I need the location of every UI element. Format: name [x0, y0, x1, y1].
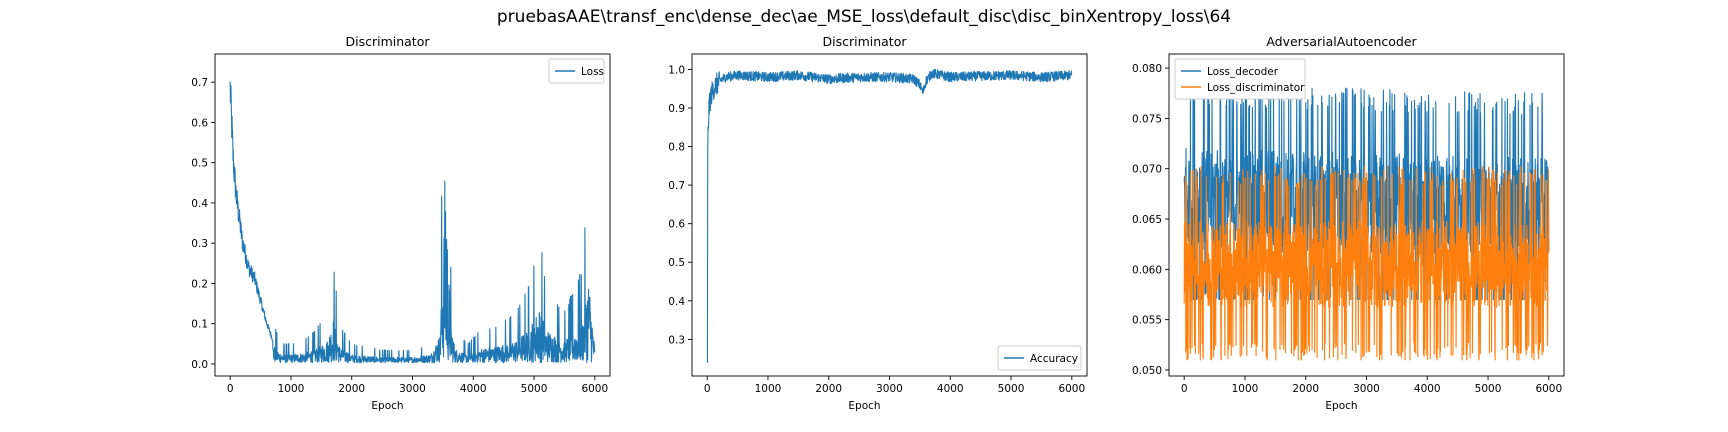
series-line-loss [229, 81, 596, 364]
x-axis-label: Epoch [848, 400, 880, 412]
legend-label: Accuracy [1030, 353, 1078, 365]
y-tick-label: 0.3 [191, 238, 208, 250]
x-tick-label: 6000 [581, 383, 608, 395]
y-tick-label: 0.050 [1132, 365, 1162, 377]
x-tick-label: 0 [227, 383, 234, 395]
plot-area: 0 1000 2000 3000 4000 5000 6000 0.3 0.4 0.5 0.6 0.7… [668, 53, 1088, 395]
discriminator-loss-panel: Discriminator Epoch 0 1000 2000 3000 4000 500… [191, 34, 611, 412]
plot-background [215, 54, 610, 376]
y-tick-label: 0.075 [1132, 113, 1162, 125]
y-tick-label: 0.080 [1132, 63, 1162, 75]
y-tick-label: 0.070 [1132, 164, 1162, 176]
x-tick-label: 0 [704, 383, 711, 395]
y-tick-label: 0.1 [191, 319, 208, 331]
x-axis-label: Epoch [371, 400, 403, 412]
plot-background [692, 54, 1087, 376]
legend: Accuracy [997, 345, 1082, 371]
x-tick-label: 3000 [1353, 383, 1380, 395]
x-tick-label: 2000 [338, 383, 365, 395]
legend: Loss_decoder Loss_discriminator [1174, 58, 1306, 100]
legend-label: Loss_discriminator [1207, 82, 1305, 94]
y-tick-label: 0.7 [191, 77, 208, 89]
plot-area: 0 1000 2000 3000 4000 5000 6000 0.0 0.1 0.2 0.3 0.4… [191, 53, 611, 395]
x-tick-label: 5000 [521, 383, 548, 395]
series-line-accuracy [706, 68, 1073, 364]
x-tick-label: 3000 [399, 383, 426, 395]
x-tick-label: 1000 [1232, 383, 1259, 395]
y-tick-label: 0.055 [1132, 315, 1162, 327]
x-tick-label: 4000 [460, 383, 487, 395]
discriminator-accuracy-panel: Discriminator Epoch 0 1000 2000 3000 4000 500… [668, 34, 1088, 412]
panel-title: AdversarialAutoencoder [1266, 34, 1417, 49]
x-tick-label: 3000 [876, 383, 903, 395]
panel-title: Discriminator [822, 34, 907, 49]
x-tick-label: 6000 [1058, 383, 1085, 395]
y-tick-label: 0.9 [668, 103, 685, 115]
x-tick-label: 1000 [755, 383, 782, 395]
x-tick-label: 5000 [998, 383, 1025, 395]
y-tick-label: 0.060 [1132, 264, 1162, 276]
y-tick-label: 0.065 [1132, 214, 1162, 226]
plot-area: 0 1000 2000 3000 4000 5000 6000 0.050 0.055 0.060… [1132, 53, 1565, 395]
panel-title: Discriminator [345, 34, 430, 49]
y-tick-label: 0.6 [191, 117, 208, 129]
legend-box [997, 345, 1082, 371]
adversarial-autoencoder-panel: AdversarialAutoencoder Epoch 0 1000 2000 30… [1132, 34, 1565, 412]
y-tick-label: 0.7 [668, 180, 685, 192]
x-tick-label: 5000 [1475, 383, 1502, 395]
figure-suptitle: pruebasAAE\transf_enc\dense_dec\ae_MSE_l… [497, 7, 1231, 27]
legend-label: Loss [581, 66, 604, 78]
legend-label: Loss_decoder [1207, 66, 1279, 78]
series-line-loss_discriminator [1183, 165, 1550, 361]
legend: Loss [548, 58, 605, 84]
x-tick-label: 0 [1181, 383, 1188, 395]
y-tick-label: 0.0 [191, 359, 208, 371]
x-axis-label: Epoch [1325, 400, 1357, 412]
x-tick-label: 1000 [278, 383, 305, 395]
y-tick-label: 0.5 [668, 257, 685, 269]
y-tick-label: 0.6 [668, 219, 685, 231]
x-tick-label: 4000 [937, 383, 964, 395]
y-tick-label: 0.2 [191, 278, 208, 290]
y-tick-label: 1.0 [668, 64, 685, 76]
x-tick-label: 2000 [815, 383, 842, 395]
y-tick-label: 0.4 [191, 198, 208, 210]
y-tick-label: 0.3 [668, 334, 685, 346]
y-tick-label: 0.4 [668, 296, 685, 308]
x-tick-label: 4000 [1414, 383, 1441, 395]
x-tick-label: 2000 [1292, 383, 1319, 395]
y-tick-label: 0.5 [191, 158, 208, 170]
legend-box [548, 58, 605, 84]
x-tick-label: 6000 [1535, 383, 1562, 395]
legend-box [1174, 58, 1306, 100]
y-tick-label: 0.8 [668, 142, 685, 154]
